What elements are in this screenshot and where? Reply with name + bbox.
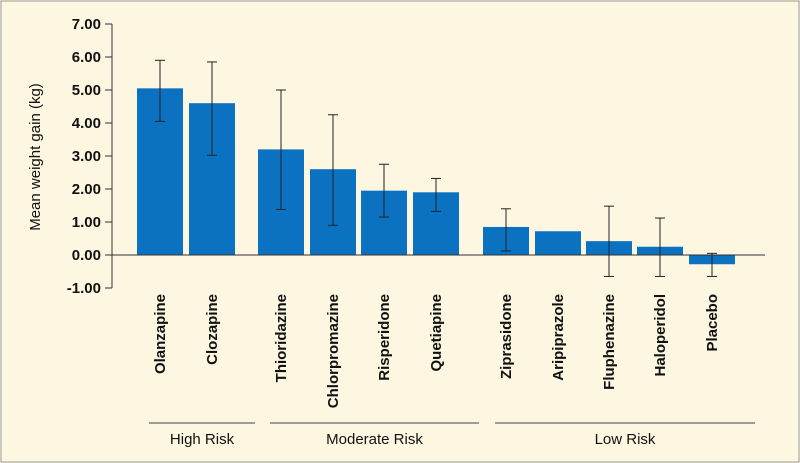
y-tick-label: 3.00 [72,148,101,165]
group-brackets: High Risk Moderate Risk Low Risk [149,422,755,448]
category-label: Thioridazine [273,294,290,382]
y-tick-label: 6.00 [72,49,101,66]
category-label: Olanzapine [152,294,169,374]
group-label: High Risk [170,431,235,448]
category-label: Haloperidol [652,294,669,377]
error-bar [155,59,165,122]
error-bar [707,252,717,277]
y-tick-label: 1.00 [72,214,101,231]
category-label: Clozapine [204,294,221,365]
error-bar [207,61,217,156]
bar [535,231,581,255]
y-tick-label: 5.00 [72,82,101,99]
group-label: Low Risk [595,431,656,448]
error-bar [501,208,511,252]
y-axis: -1.00 0.00 1.00 2.00 3.00 4.00 5.00 6.00 7.00 [67,16,113,297]
error-bar [431,177,441,212]
y-tick-label: 0.00 [72,247,101,264]
error-bar [655,217,665,277]
y-tick-label: -1.00 [67,280,101,297]
group-label: Moderate Risk [326,431,423,448]
category-label: Fluphenazine [601,294,618,390]
error-bar [604,205,614,277]
category-label: Aripiprazole [550,294,567,381]
category-label: Chlorpromazine [325,294,342,408]
category-labels: Olanzapine Clozapine Thioridazine Chlorprom… [152,294,721,408]
error-bar [379,163,389,218]
y-tick-label: 2.00 [72,181,101,198]
error-bar [276,89,286,210]
y-tick-label: 7.00 [72,16,101,33]
error-bar [328,114,338,226]
y-tick-label: 4.00 [72,115,101,132]
category-label: Ziprasidone [498,294,515,379]
y-axis-title: Mean weight gain (kg) [27,83,44,231]
category-label: Placebo [704,294,721,352]
category-label: Risperidone [376,294,393,381]
category-label: Quetiapine [428,294,445,372]
error-bars [155,59,717,277]
